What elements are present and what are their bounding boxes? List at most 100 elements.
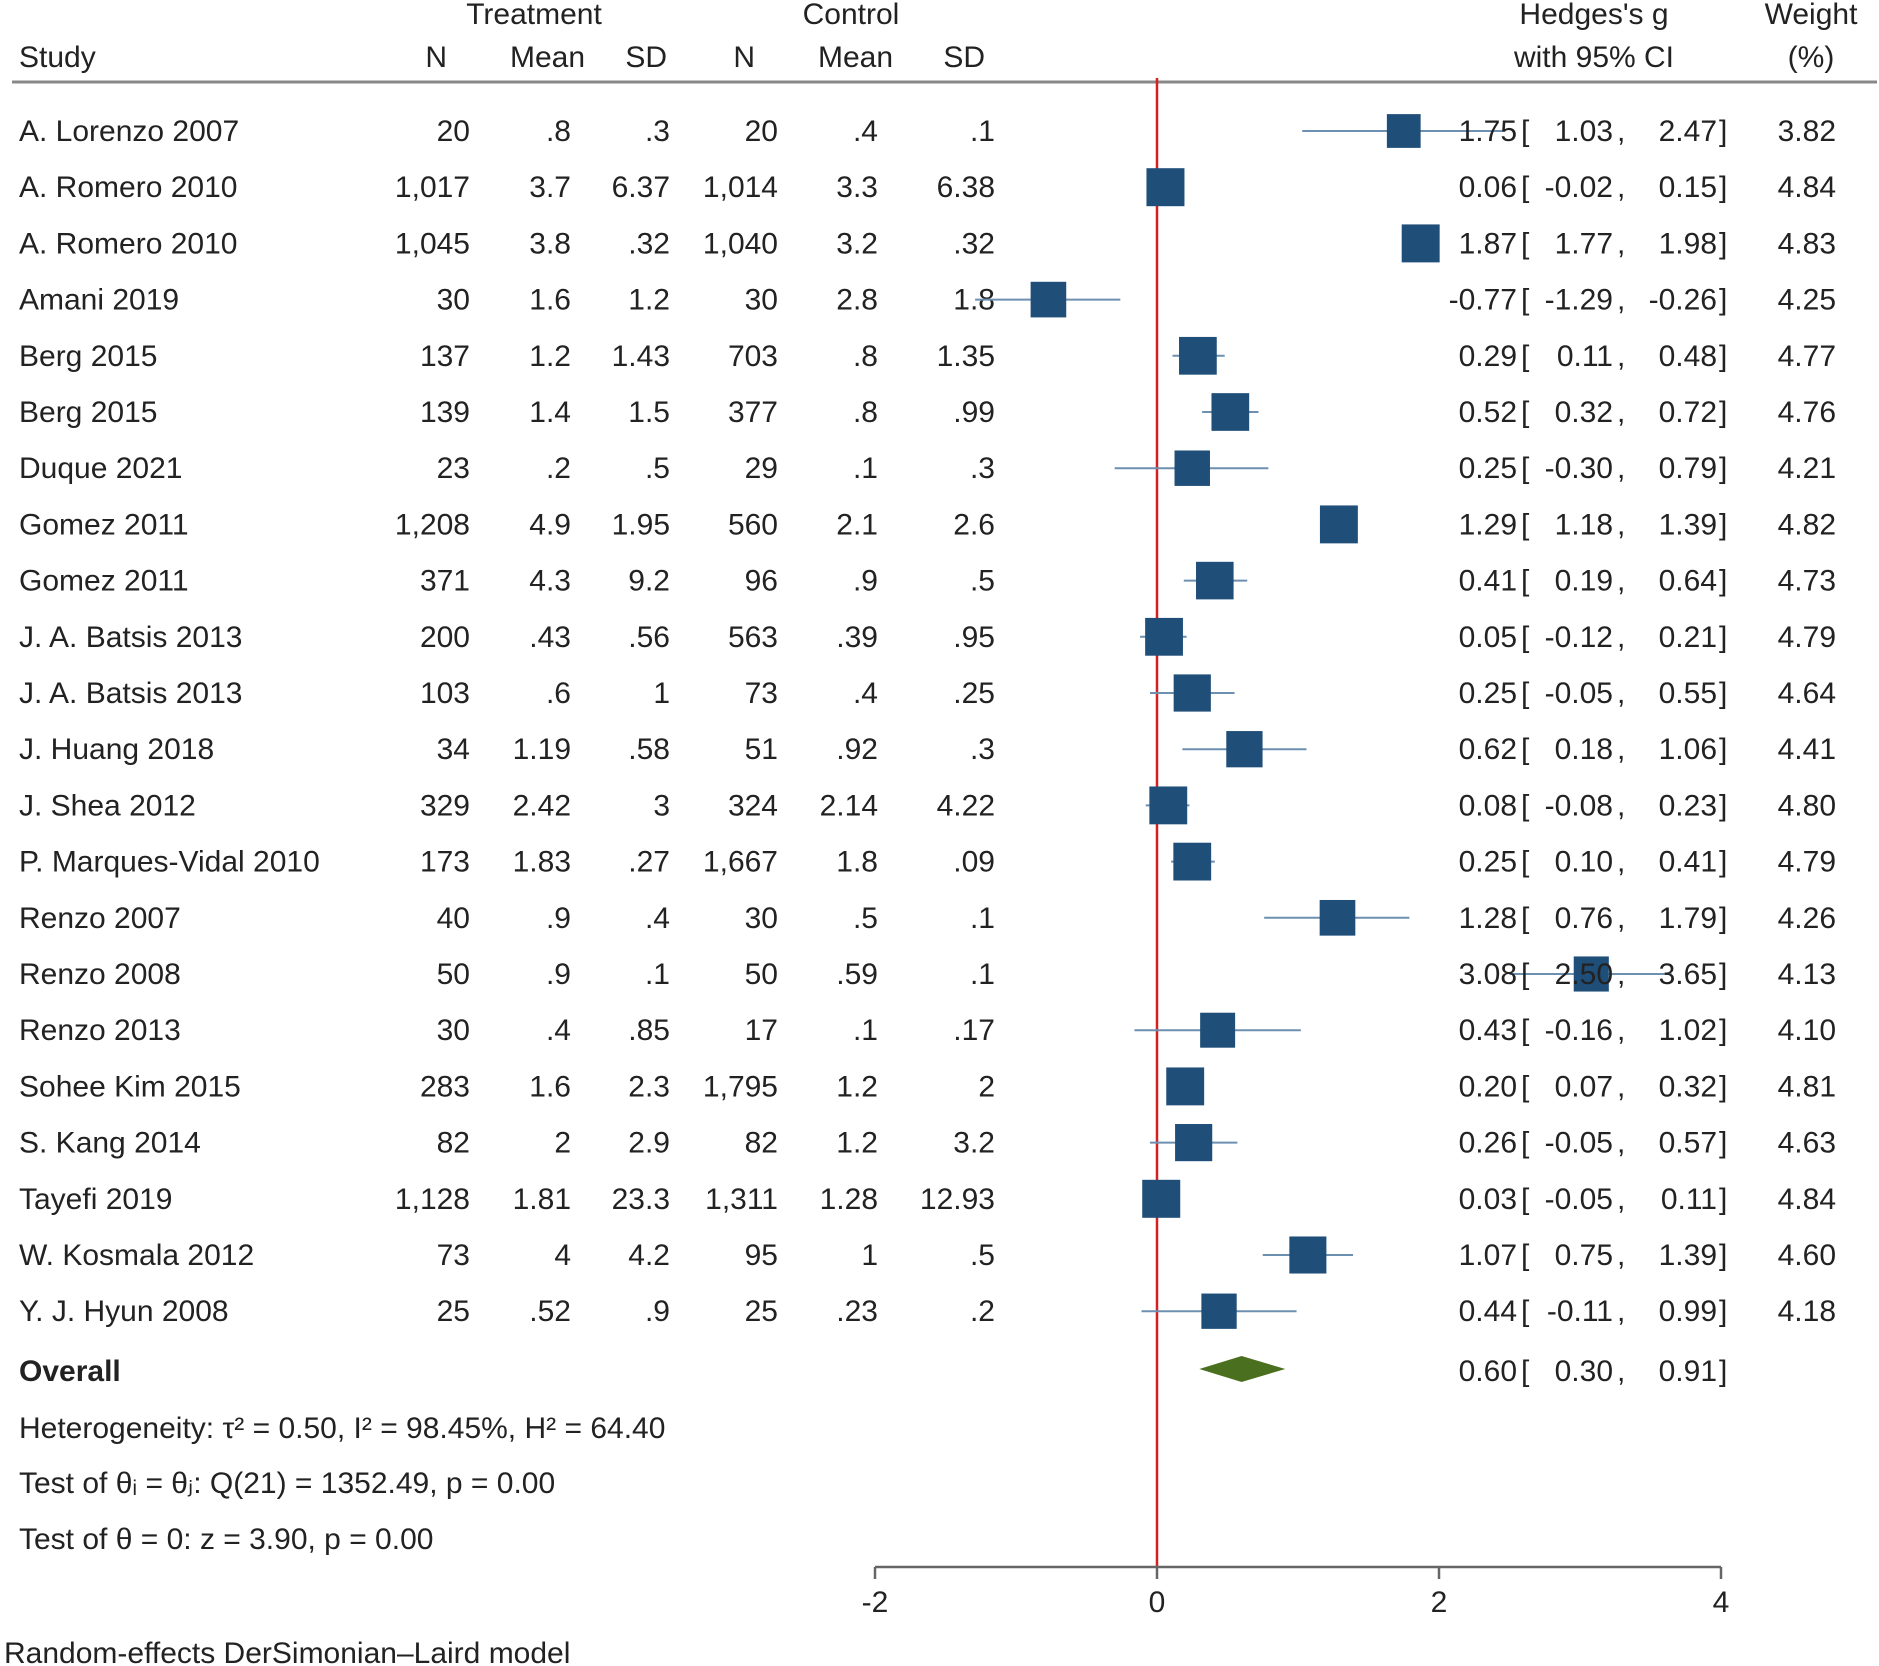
study-name: Renzo 2013 (19, 1014, 181, 1047)
treatment-mean: 1.4 (529, 396, 571, 429)
control-n: 96 (745, 565, 778, 598)
ci-lower: 0.18 (1555, 733, 1613, 766)
effect-g: 0.43 (1459, 1014, 1517, 1047)
bracket-open: [ (1521, 115, 1530, 148)
control-sd: 3.2 (953, 1127, 995, 1160)
header-t-sd: SD (625, 41, 667, 74)
effect-marker (1175, 1124, 1213, 1162)
effect-g: 1.07 (1459, 1239, 1517, 1272)
treatment-sd: .3 (645, 115, 670, 148)
comma: , (1617, 396, 1625, 429)
treatment-sd: .27 (628, 846, 670, 879)
study-name: Renzo 2008 (19, 958, 181, 991)
header-c-sd: SD (943, 41, 985, 74)
study-row: Berg 2015 137 1.2 1.43 703 .8 1.35 0.29[0.11, 0.… (19, 336, 1836, 375)
weight-value: 4.79 (1778, 846, 1836, 879)
weight-value: 4.26 (1778, 902, 1836, 935)
weight-value: 4.82 (1778, 508, 1836, 541)
ci-upper: 0.41 (1659, 846, 1717, 879)
control-mean: 1.2 (836, 1127, 878, 1160)
ci-lower: 0.10 (1555, 846, 1613, 879)
effect-g: 1.87 (1459, 227, 1517, 260)
treatment-mean: .4 (546, 1014, 571, 1047)
ci-upper: 0.72 (1659, 396, 1717, 429)
treatment-n: 30 (437, 1014, 470, 1047)
overall-label: Overall (19, 1355, 121, 1388)
treatment-mean: 1.2 (529, 340, 571, 373)
column-headers: Treatment Control Study N Mean SD N Mean… (19, 0, 1858, 74)
bracket-close: ] (1719, 1183, 1727, 1216)
header-study: Study (19, 41, 96, 74)
ci-lower: -0.11 (1547, 1295, 1613, 1328)
treatment-sd: 1.2 (628, 284, 670, 317)
study-name: A. Lorenzo 2007 (19, 115, 239, 148)
weight-value: 4.76 (1778, 396, 1836, 429)
study-name: J. Huang 2018 (19, 733, 214, 766)
treatment-n: 371 (420, 565, 470, 598)
model-footnote: Random-effects DerSimonian–Laird model (4, 1637, 570, 1666)
bracket-open: [ (1521, 789, 1530, 822)
weight-value: 4.13 (1778, 958, 1836, 991)
header-t-mean: Mean (510, 41, 585, 74)
comma: , (1617, 1295, 1625, 1328)
effect-g: 0.20 (1459, 1070, 1517, 1103)
weight-value: 4.64 (1778, 677, 1836, 710)
treatment-n: 30 (437, 284, 470, 317)
control-n: 20 (745, 115, 778, 148)
treatment-sd: 1.95 (612, 508, 670, 541)
ci-lower: -0.16 (1545, 1014, 1613, 1047)
treatment-sd: 6.37 (612, 171, 670, 204)
effect-marker (1573, 956, 1609, 992)
control-n: 1,795 (703, 1070, 778, 1103)
effect-marker (1201, 1293, 1237, 1329)
effect-marker (1030, 281, 1067, 318)
control-mean: .4 (853, 677, 878, 710)
header-weight-1: Weight (1765, 0, 1858, 31)
treatment-n: 40 (437, 902, 470, 935)
bracket-open: [ (1521, 227, 1530, 260)
bracket-close: ] (1719, 227, 1727, 260)
ci-lower: -1.29 (1545, 284, 1613, 317)
header-effect-2: with 95% CI (1513, 41, 1674, 74)
control-mean: .1 (853, 452, 878, 485)
bracket-open: [ (1521, 340, 1530, 373)
control-n: 1,311 (705, 1183, 778, 1216)
bracket-close: ] (1719, 1127, 1727, 1160)
weight-value: 4.60 (1778, 1239, 1836, 1272)
study-row: Renzo 2013 30 .4 .85 17 .1 .17 0.43[-0.16, 1.02]… (19, 1012, 1836, 1048)
treatment-sd: 9.2 (628, 565, 670, 598)
weight-value: 4.41 (1778, 733, 1836, 766)
header-c-mean: Mean (818, 41, 893, 74)
control-sd: .1 (970, 902, 995, 935)
comma: , (1617, 1183, 1625, 1216)
study-name: J. A. Batsis 2013 (19, 677, 242, 710)
control-n: 1,014 (703, 171, 778, 204)
comma: , (1617, 958, 1625, 991)
comma: , (1617, 677, 1625, 710)
comma: , (1617, 508, 1625, 541)
control-mean: .8 (853, 396, 878, 429)
treatment-mean: 1.6 (529, 284, 571, 317)
bracket-open: [ (1521, 396, 1530, 429)
study-row: W. Kosmala 2012 73 4 4.2 95 1 .5 1.07[0.75, 1.39… (19, 1236, 1836, 1274)
treatment-mean: .9 (546, 958, 571, 991)
effect-marker (1289, 1236, 1327, 1274)
overall-comma: , (1617, 1355, 1625, 1388)
ci-upper: 0.11 (1661, 1183, 1717, 1216)
control-mean: 1.8 (836, 846, 878, 879)
overall-hi: 0.91 (1659, 1355, 1717, 1388)
effect-marker (1173, 674, 1211, 712)
ci-upper: 1.79 (1659, 902, 1717, 935)
control-n: 1,040 (703, 227, 778, 260)
bracket-open: [ (1521, 452, 1530, 485)
weight-value: 4.79 (1778, 621, 1836, 654)
bracket-open: [ (1521, 733, 1530, 766)
study-row: J. Huang 2018 34 1.19 .58 51 .92 .3 0.62[0.18, 1… (19, 731, 1836, 768)
overall-g: 0.60 (1459, 1355, 1517, 1388)
effect-g: 0.25 (1459, 677, 1517, 710)
bracket-open: [ (1521, 621, 1530, 654)
ci-lower: -0.05 (1545, 1127, 1613, 1160)
bracket-open: [ (1521, 1295, 1530, 1328)
effect-g: 0.25 (1459, 452, 1517, 485)
effect-marker (1174, 450, 1210, 486)
